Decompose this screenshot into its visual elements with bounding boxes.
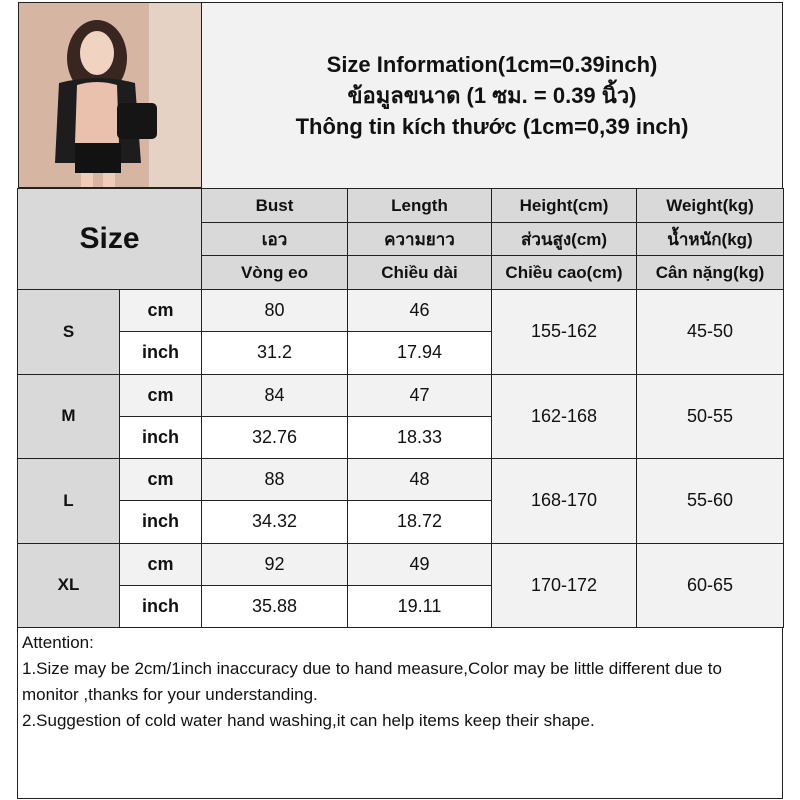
size-label: L <box>17 458 120 544</box>
product-photo <box>18 2 202 188</box>
model-photo-illustration <box>19 3 201 187</box>
weight-range: 55-60 <box>636 458 784 544</box>
size-header: Size <box>17 188 202 290</box>
column-header: น้ำหนัก(kg) <box>636 222 784 256</box>
unit-cm: cm <box>119 542 202 586</box>
attention-heading: Attention: <box>22 633 94 652</box>
attention-line-1: 1.Size may be 2cm/1inch inaccuracy due t… <box>22 659 722 704</box>
column-header: Chiều cao(cm) <box>491 255 637 290</box>
length-inch: 17.94 <box>347 331 492 375</box>
column-header: Weight(kg) <box>636 188 784 223</box>
length-cm: 48 <box>347 458 492 502</box>
length-inch: 18.72 <box>347 500 492 544</box>
height-range: 162-168 <box>491 373 637 459</box>
bust-inch: 32.76 <box>201 415 348 459</box>
title-vietnamese: Thông tin kích thước (1cm=0,39 inch) <box>295 114 689 139</box>
column-header: Bust <box>201 188 348 223</box>
weight-range: 50-55 <box>636 373 784 459</box>
bust-inch: 34.32 <box>201 500 348 544</box>
bust-cm: 80 <box>201 289 348 333</box>
column-header: Length <box>347 188 492 223</box>
unit-cm: cm <box>119 289 202 333</box>
attention-notes: Attention: 1.Size may be 2cm/1inch inacc… <box>17 627 783 799</box>
weight-range: 45-50 <box>636 289 784 375</box>
unit-cm: cm <box>119 458 202 502</box>
height-range: 155-162 <box>491 289 637 375</box>
column-header: เอว <box>201 222 348 256</box>
column-header: ความยาว <box>347 222 492 256</box>
size-label: S <box>17 289 120 375</box>
length-cm: 46 <box>347 289 492 333</box>
attention-line-2: 2.Suggestion of cold water hand washing,… <box>22 711 595 730</box>
length-inch: 18.33 <box>347 415 492 459</box>
unit-cm: cm <box>119 373 202 417</box>
bust-cm: 92 <box>201 542 348 586</box>
length-inch: 19.11 <box>347 584 492 628</box>
column-header: Chiều dài <box>347 255 492 290</box>
bust-cm: 84 <box>201 373 348 417</box>
bust-inch: 35.88 <box>201 584 348 628</box>
unit-inch: inch <box>119 500 202 544</box>
weight-range: 60-65 <box>636 542 784 628</box>
unit-inch: inch <box>119 331 202 375</box>
length-cm: 47 <box>347 373 492 417</box>
unit-inch: inch <box>119 415 202 459</box>
bust-cm: 88 <box>201 458 348 502</box>
height-range: 168-170 <box>491 458 637 544</box>
length-cm: 49 <box>347 542 492 586</box>
height-range: 170-172 <box>491 542 637 628</box>
column-header: ส่วนสูง(cm) <box>491 222 637 256</box>
column-header: Height(cm) <box>491 188 637 223</box>
unit-inch: inch <box>119 584 202 628</box>
size-info-title: Size Information(1cm=0.39inch) ข้อมูลขนา… <box>201 2 783 189</box>
size-label: XL <box>17 542 120 628</box>
column-header: Vòng eo <box>201 255 348 290</box>
title-thai: ข้อมูลขนาด (1 ซม. = 0.39 นิ้ว) <box>347 83 637 108</box>
column-header: Cân nặng(kg) <box>636 255 784 290</box>
size-label: M <box>17 373 120 459</box>
bust-inch: 31.2 <box>201 331 348 375</box>
title-english: Size Information(1cm=0.39inch) <box>326 52 658 77</box>
